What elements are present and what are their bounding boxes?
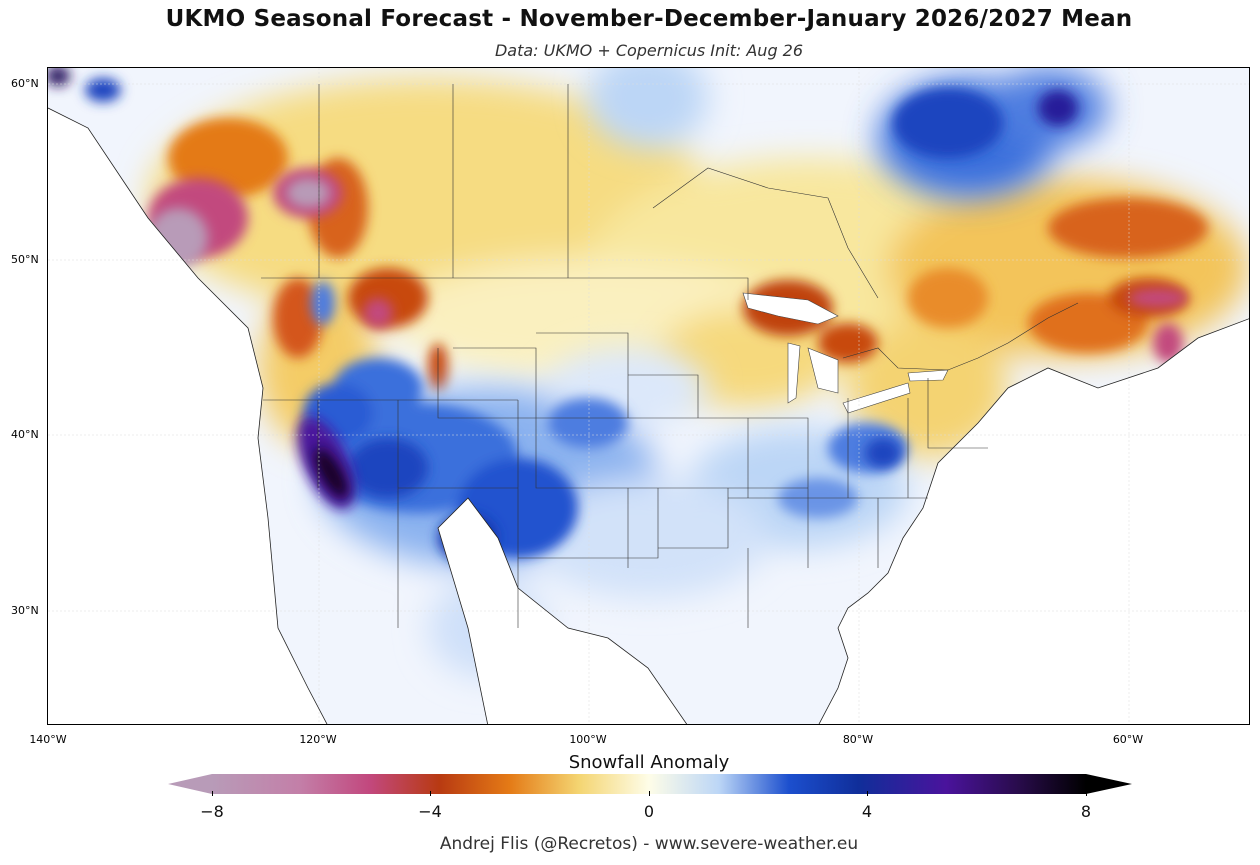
credit-text: Andrej Flis (@Recretos) - www.severe-wea… (439, 834, 859, 854)
lon-label-100w: 100°W (569, 733, 607, 746)
lon-label-140w: 140°W (29, 733, 67, 746)
lon-label-60w: 60°W (1112, 733, 1144, 746)
cb-tick-plus4: 4 (861, 802, 873, 821)
lat-label-30: 30°N (11, 604, 39, 617)
chart-subtitle: Data: UKMO + Copernicus Init: Aug 26 (494, 41, 804, 60)
cb-tickmark-max (1086, 791, 1087, 796)
lat-label-40: 40°N (11, 428, 39, 441)
colorbar (168, 774, 1132, 794)
cb-tickmark-zero (649, 791, 650, 796)
cb-tickmark-min (212, 791, 213, 796)
colorbar-max-extend (1086, 774, 1132, 794)
chart-title: UKMO Seasonal Forecast - November-Decemb… (165, 6, 1133, 32)
cb-tickmark-neg4 (430, 791, 431, 796)
lat-label-60: 60°N (11, 77, 39, 90)
lon-label-120w: 120°W (299, 733, 337, 746)
cb-tick-minus8: −8 (200, 802, 224, 821)
cb-tickmark-pos4 (867, 791, 868, 796)
cb-tick-zero: 0 (643, 802, 655, 821)
cb-tick-minus4: −4 (418, 802, 442, 821)
snowfall-anomaly-map (48, 68, 1249, 724)
map-area (47, 67, 1250, 725)
colorbar-min-extend (168, 774, 212, 794)
colorbar-label: Snowfall Anomaly (568, 752, 730, 773)
lat-label-50: 50°N (11, 253, 39, 266)
lon-label-80w: 80°W (842, 733, 874, 746)
cb-tick-plus8: 8 (1080, 802, 1092, 821)
colorbar-gradient (212, 774, 1086, 794)
